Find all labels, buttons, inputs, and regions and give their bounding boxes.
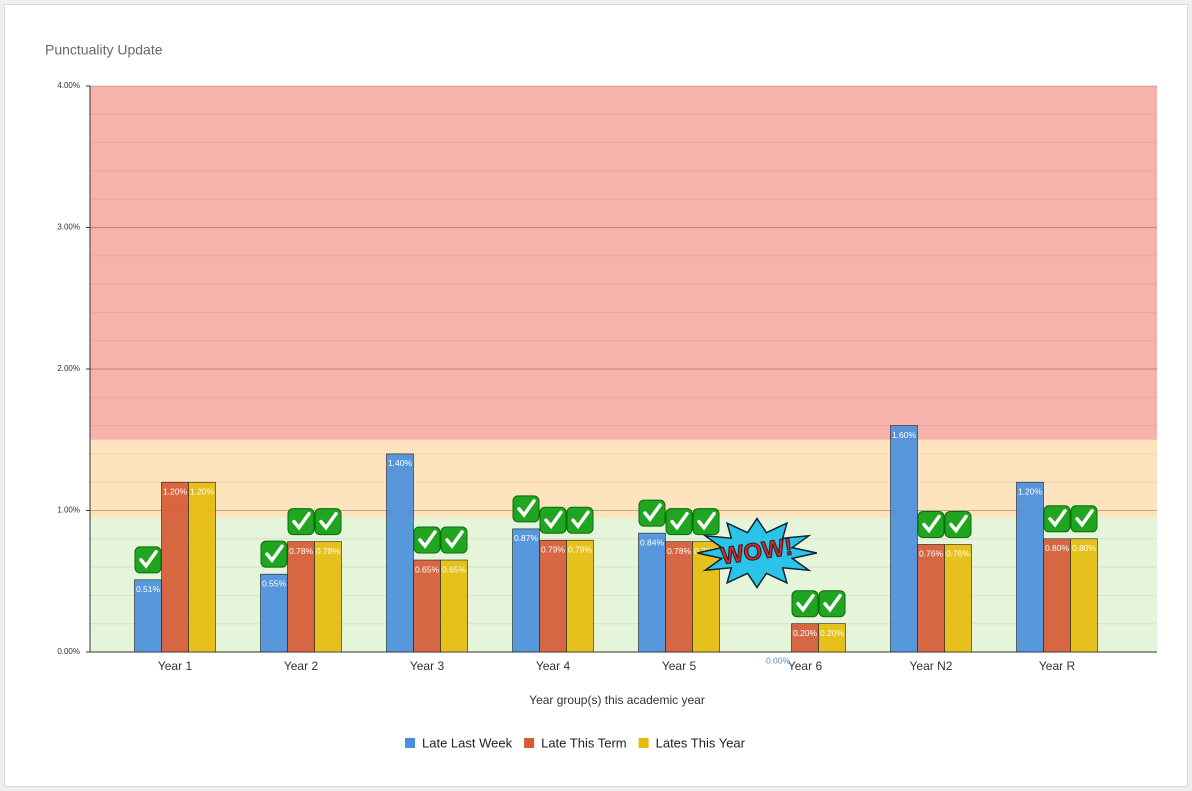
chart-title: Punctuality Update xyxy=(45,42,163,58)
x-tick-label: Year 4 xyxy=(536,659,571,673)
value-label: 0.76% xyxy=(946,549,971,559)
x-tick-label: Year N2 xyxy=(910,659,953,673)
bar xyxy=(639,533,666,652)
x-tick-label: Year 5 xyxy=(662,659,697,673)
check-icon xyxy=(693,509,719,535)
x-tick-label: Year 2 xyxy=(284,659,319,673)
check-icon xyxy=(666,509,692,535)
value-label: 0.80% xyxy=(1045,543,1070,553)
check-icon xyxy=(819,591,845,617)
bar xyxy=(918,544,945,652)
value-label: 1.20% xyxy=(1018,486,1043,496)
value-label: 1.60% xyxy=(892,430,917,440)
x-axis-title: Year group(s) this academic year xyxy=(529,693,705,707)
legend-swatch xyxy=(405,738,415,748)
value-label: 0.80% xyxy=(1072,543,1097,553)
value-label: 0.87% xyxy=(514,533,539,543)
check-icon xyxy=(1071,506,1097,532)
x-tick-label: Year 3 xyxy=(410,659,445,673)
bar xyxy=(945,544,972,652)
value-label: 0.79% xyxy=(568,544,593,554)
value-label: 0.20% xyxy=(793,628,818,638)
legend-label: Late This Term xyxy=(541,735,627,750)
value-label: 0.51% xyxy=(136,584,161,594)
value-label: 0.00% xyxy=(766,655,791,665)
value-label: 0.65% xyxy=(442,564,467,574)
threshold-band xyxy=(90,440,1157,518)
y-tick-label: 2.00% xyxy=(57,364,80,373)
bar xyxy=(567,540,594,652)
bar xyxy=(387,454,414,652)
value-label: 0.79% xyxy=(541,544,566,554)
check-icon xyxy=(288,509,314,535)
threshold-band xyxy=(90,518,1157,652)
x-tick-label: Year R xyxy=(1039,659,1076,673)
legend-label: Late Last Week xyxy=(422,735,513,750)
x-tick-label: Year 1 xyxy=(158,659,193,673)
threshold-band xyxy=(90,86,1157,440)
value-label: 1.20% xyxy=(190,486,215,496)
check-icon xyxy=(261,541,287,567)
value-label: 0.65% xyxy=(415,564,440,574)
x-tick-label: Year 6 xyxy=(788,659,823,673)
check-icon xyxy=(441,527,467,553)
check-icon xyxy=(792,591,818,617)
value-label: 0.76% xyxy=(919,549,944,559)
bar xyxy=(693,542,720,652)
check-icon xyxy=(414,527,440,553)
bar xyxy=(315,542,342,652)
value-label: 0.20% xyxy=(820,628,845,638)
value-label: 0.84% xyxy=(640,537,665,547)
bar xyxy=(1071,539,1098,652)
check-icon xyxy=(1044,506,1070,532)
check-icon xyxy=(513,496,539,522)
check-icon xyxy=(639,500,665,526)
bar xyxy=(891,426,918,652)
legend: Late Last Week Late This Term Lates This Y… xyxy=(405,735,746,750)
bar xyxy=(288,542,315,652)
check-icon xyxy=(945,511,971,537)
value-label: 1.40% xyxy=(388,458,413,468)
legend-swatch xyxy=(639,738,649,748)
chart: Punctuality Update Year group(s) this ac… xyxy=(0,0,1192,791)
check-icon xyxy=(315,509,341,535)
bar xyxy=(666,542,693,652)
check-icon xyxy=(540,507,566,533)
legend-label: Lates This Year xyxy=(656,735,746,750)
bar xyxy=(189,482,216,652)
y-tick-label: 3.00% xyxy=(57,223,80,232)
check-icon xyxy=(918,511,944,537)
check-icon xyxy=(567,507,593,533)
value-label: 0.55% xyxy=(262,578,287,588)
y-tick-label: 1.00% xyxy=(57,506,80,515)
check-icon xyxy=(135,547,161,573)
y-tick-label: 0.00% xyxy=(57,647,80,656)
bar xyxy=(1044,539,1071,652)
value-label: 0.78% xyxy=(316,546,341,556)
value-label: 0.78% xyxy=(289,546,314,556)
value-label: 0.78% xyxy=(667,546,692,556)
bar xyxy=(540,540,567,652)
value-label: 1.20% xyxy=(163,486,188,496)
y-tick-label: 4.00% xyxy=(57,81,80,90)
legend-swatch xyxy=(524,738,534,748)
bar xyxy=(513,529,540,652)
bar xyxy=(1017,482,1044,652)
bar xyxy=(162,482,189,652)
